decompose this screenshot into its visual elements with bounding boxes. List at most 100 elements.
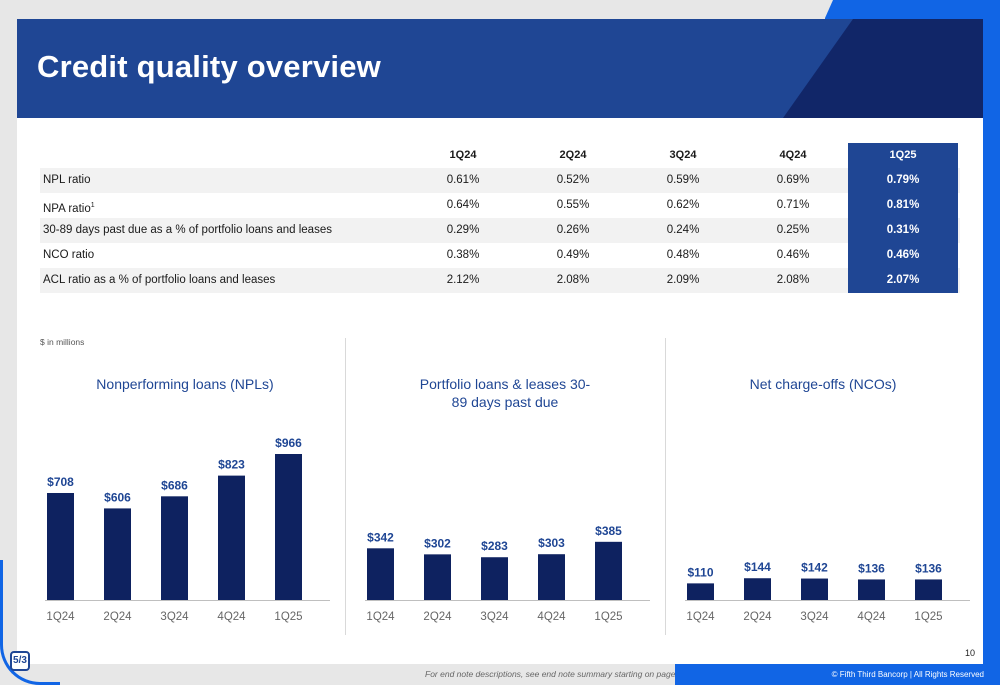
bar — [218, 475, 245, 600]
x-tick-label: 3Q24 — [800, 611, 829, 623]
bar-value-label: $686 — [161, 478, 188, 492]
table-cell: 0.55% — [556, 199, 590, 211]
bar-value-label: $606 — [104, 490, 131, 504]
table-cell: 0.48% — [666, 249, 700, 261]
x-tick-label: 2Q24 — [103, 611, 132, 623]
credit-quality-table: 1Q24 2Q24 3Q24 4Q24 1Q25 NPL ratio 0.61%… — [40, 143, 960, 293]
table-cell: 0.24% — [666, 224, 700, 236]
bar — [161, 496, 188, 600]
table-cell: 0.64% — [446, 199, 480, 211]
table-cell: 0.61% — [446, 174, 480, 186]
x-tick-label: 4Q24 — [217, 611, 246, 623]
x-tick-label: 1Q24 — [366, 611, 395, 623]
bar — [915, 579, 942, 600]
bar-value-label: $823 — [218, 458, 245, 472]
chart-title-npl: Nonperforming loans (NPLs) — [96, 376, 274, 392]
x-tick-label: 2Q24 — [743, 611, 772, 623]
nco-bar-chart: $110 1Q24 $144 2Q24 $142 3Q24 $136 4Q24 $136 1Q25 — [685, 560, 970, 623]
bar-value-label: $283 — [481, 539, 508, 553]
row-label: 30-89 days past due as a % of portfolio … — [40, 218, 408, 243]
table-cell: 2.08% — [556, 274, 590, 286]
bar — [801, 578, 828, 600]
bar-value-label: $385 — [595, 524, 622, 538]
table-row: 30-89 days past due as a % of portfolio … — [40, 218, 960, 243]
table-cell-highlight: 2.07% — [848, 268, 958, 293]
header-banner: Credit quality overview — [17, 19, 983, 118]
bar — [275, 454, 302, 600]
row-label: NPL ratio — [40, 168, 408, 193]
table-cell: 0.49% — [556, 249, 590, 261]
bar-value-label: $136 — [858, 561, 885, 575]
bar — [104, 508, 131, 600]
table-row: NPA ratio1 0.64% 0.55% 0.62% 0.71% 0.81% — [40, 193, 960, 218]
bar-value-label: $110 — [687, 565, 713, 579]
bar — [538, 554, 565, 600]
bar — [687, 583, 714, 600]
column-header: 4Q24 — [779, 149, 807, 161]
table-cell: 0.38% — [446, 249, 480, 261]
bar — [481, 557, 508, 600]
table-row: NCO ratio 0.38% 0.49% 0.48% 0.46% 0.46% — [40, 243, 960, 268]
row-label-text: NPA ratio — [43, 202, 91, 215]
table-cell: 2.08% — [776, 274, 810, 286]
bar-value-label: $708 — [47, 475, 74, 489]
table-cell: 0.25% — [776, 224, 810, 236]
table-cell: 0.59% — [666, 174, 700, 186]
bar — [595, 541, 622, 600]
bar-value-label: $342 — [367, 530, 394, 544]
bar-value-label: $142 — [801, 561, 828, 575]
table-header-row: 1Q24 2Q24 3Q24 4Q24 1Q25 — [40, 143, 960, 168]
row-label: ACL ratio as a % of portfolio loans and … — [40, 268, 408, 293]
table-cell-highlight: 0.79% — [848, 168, 958, 193]
bar — [424, 554, 451, 600]
table-cell: 0.46% — [776, 249, 810, 261]
x-tick-label: 2Q24 — [423, 611, 452, 623]
row-label-text: ACL ratio as a % of portfolio loans and … — [43, 274, 276, 286]
column-header: 1Q24 — [449, 149, 477, 161]
bar-value-label: $136 — [915, 561, 942, 575]
table-cell: 2.12% — [446, 274, 480, 286]
bar — [744, 578, 771, 600]
column-header: 2Q24 — [559, 149, 587, 161]
column-header: 3Q24 — [669, 149, 697, 161]
table-cell: 2.09% — [666, 274, 700, 286]
chart-title-nco: Net charge-offs (NCOs) — [749, 376, 897, 392]
row-label: NCO ratio — [40, 243, 408, 268]
header-dark-corner — [783, 19, 983, 118]
bar — [858, 579, 885, 600]
chart-title-past-due: Portfolio loans & leases 30-89 days past… — [419, 376, 591, 410]
footer-note: For end note descriptions, see end note … — [425, 669, 688, 679]
fifth-third-logo: 5/3 — [10, 651, 30, 671]
units-note: $ in millions — [40, 337, 85, 347]
page-title: Credit quality overview — [37, 49, 381, 84]
table-row: ACL ratio as a % of portfolio loans and … — [40, 268, 960, 293]
row-label: NPA ratio1 — [40, 193, 408, 218]
page-number: 10 — [965, 648, 976, 658]
bar-value-label: $303 — [538, 536, 565, 550]
x-tick-label: 1Q24 — [46, 611, 75, 623]
table-cell-highlight: 0.46% — [848, 243, 958, 268]
table-cell: 0.26% — [556, 224, 590, 236]
x-tick-label: 1Q25 — [274, 611, 302, 623]
chart-divider — [345, 338, 346, 635]
table-cell: 0.62% — [666, 199, 700, 211]
copyright: © Fifth Third Bancorp | All Rights Reser… — [831, 670, 984, 679]
bar — [47, 492, 74, 600]
x-tick-label: 3Q24 — [480, 611, 509, 623]
column-header-highlight: 1Q25 — [848, 143, 958, 168]
row-label-text: 30-89 days past due as a % of portfolio … — [43, 224, 332, 236]
table-cell: 0.71% — [776, 199, 810, 211]
footnote-marker: 1 — [90, 202, 95, 209]
x-tick-label: 1Q25 — [914, 611, 942, 623]
chart-divider — [665, 338, 666, 635]
npl-bar-chart: $708 1Q24 $606 2Q24 $686 3Q24 $823 4Q24 $966 1Q25 — [45, 436, 330, 623]
bar-value-label: $966 — [275, 436, 302, 450]
decorative-curve — [0, 560, 60, 685]
x-tick-label: 4Q24 — [857, 611, 886, 623]
x-tick-label: 4Q24 — [537, 611, 566, 623]
table-cell: 0.29% — [446, 224, 480, 236]
table-cell: 0.69% — [776, 174, 810, 186]
past-due-bar-chart: $342 1Q24 $302 2Q24 $283 3Q24 $303 4Q24 $385 1Q25 — [365, 524, 650, 623]
x-tick-label: 1Q25 — [594, 611, 622, 623]
